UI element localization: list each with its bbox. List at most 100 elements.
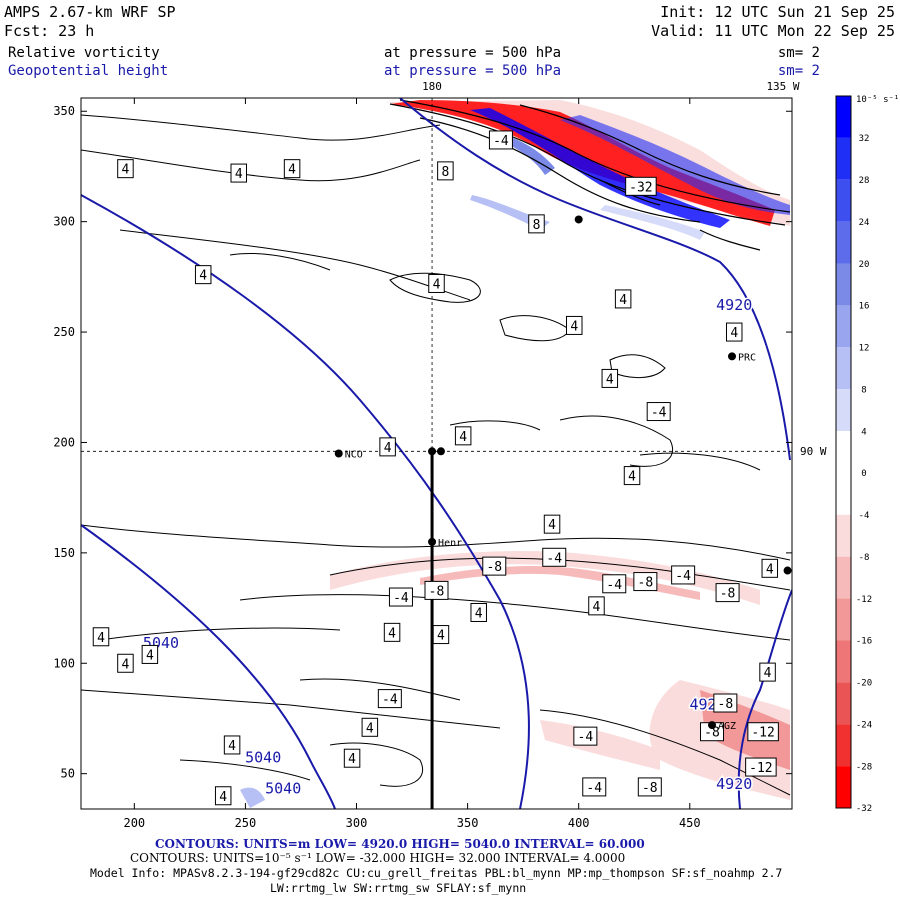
label-box: [671, 565, 696, 585]
colorbar-tick-label: 12: [859, 344, 870, 354]
vorticity-contour-label: -8: [482, 556, 507, 576]
vorticity-contour-label: 4: [92, 627, 110, 647]
x-tick-label: 450: [679, 816, 701, 830]
label-box: [488, 130, 513, 150]
label-text: -4: [675, 569, 691, 584]
label-box: [602, 574, 627, 594]
label-box: [432, 625, 450, 645]
label-box: [377, 689, 402, 709]
label-text: -4: [382, 693, 398, 708]
label-box: [437, 161, 454, 181]
label-text: 4: [288, 163, 296, 178]
y-tick-label: 300: [53, 215, 75, 229]
label-box: [713, 693, 738, 713]
label-box: [428, 273, 445, 293]
vorticity-contour-label: 4: [725, 322, 743, 342]
label-text: 4: [570, 319, 578, 334]
colorbar-swatch: [836, 96, 851, 138]
model-title: AMPS 2.67-km WRF SP: [4, 3, 176, 21]
colorbar-swatch: [836, 766, 851, 808]
colorbar-unit-label: 10⁻⁵ s⁻¹: [856, 95, 899, 105]
colorbar-swatch: [836, 514, 851, 557]
label-box: [715, 583, 740, 603]
label-text: 4: [219, 790, 227, 805]
station-label: PRC: [738, 352, 756, 363]
colorbar-swatch: [836, 724, 851, 767]
field2-level: at pressure = 500 hPa: [384, 63, 561, 79]
label-text: 4: [122, 163, 130, 178]
station-label: Henr: [438, 538, 462, 549]
colorbar-tick-label: 16: [859, 302, 870, 312]
vorticity-contour-label: 4: [601, 368, 619, 388]
height-contour-5040-main: [81, 194, 530, 809]
colorbar-tick-label: 28: [859, 176, 870, 186]
height-contour-label: 5040: [245, 749, 281, 767]
label-text: 4: [628, 470, 636, 485]
label-box: [92, 627, 110, 647]
vorticity-contour-label: -8: [715, 583, 740, 603]
label-text: 4: [606, 372, 614, 387]
field2-smooth: sm= 2: [778, 63, 820, 79]
station-dot: [436, 447, 445, 456]
forecast-hour: Fcst: 23 h: [4, 22, 94, 40]
vorticity-contour-label: 4: [454, 426, 472, 446]
colorbar-swatch: [836, 598, 851, 641]
vorticity-contour-label: -4: [602, 574, 627, 594]
label-box: [761, 558, 779, 578]
label-box: [625, 176, 657, 196]
vorticity-contour-label: 4: [194, 265, 212, 285]
colorbar-frame: [835, 95, 852, 809]
meridian-90w-label: 90 W: [800, 445, 827, 458]
footer-vorticity-contours: CONTOURS: UNITS=10⁻⁵ s⁻¹ LOW= -32.000 HI…: [130, 851, 625, 865]
label-text: 4: [348, 752, 356, 767]
label-text: 4: [619, 293, 627, 308]
vorticity-contour-label: -4: [646, 402, 671, 422]
label-text: 4: [235, 167, 243, 182]
vorticity-contour-label: 4: [470, 602, 487, 622]
vorticity-contour-label: -12: [745, 757, 777, 777]
station-dot: [428, 447, 437, 456]
label-box: [623, 466, 641, 486]
colorbar-tick-label: 0: [861, 469, 866, 479]
height-contour-5040-lower: [81, 524, 336, 809]
label-box: [214, 786, 232, 806]
colorbar-tick-label: -20: [856, 679, 872, 689]
colorbar-tick-label: -4: [859, 511, 870, 521]
label-box: [543, 514, 561, 534]
vorticity-contour-label: -4: [671, 565, 696, 585]
label-text: 4: [366, 721, 374, 736]
label-text: 4: [388, 626, 396, 641]
colorbar-swatch: [836, 305, 851, 348]
label-text: -8: [720, 587, 736, 602]
label-text: -4: [578, 730, 594, 745]
label-text: -32: [629, 180, 652, 195]
vorticity-contour-label: 4: [343, 748, 361, 768]
y-axis: 50 100 150 200 250 300 350: [53, 104, 792, 781]
vorticity-contour-label: 4: [761, 558, 779, 578]
label-box: [283, 159, 301, 179]
label-box: [745, 757, 777, 777]
x-tick-label: 400: [568, 816, 590, 830]
station-dot: [428, 537, 437, 546]
vorticity-contour-label: -8: [633, 572, 658, 592]
colorbar-swatch: [836, 137, 851, 180]
y-tick-label: 100: [53, 656, 75, 670]
label-box: [759, 662, 776, 682]
label-box: [388, 587, 413, 607]
colorbar-tick-label: 8: [861, 385, 866, 395]
field1-name: Relative vorticity: [8, 45, 160, 61]
label-box: [361, 717, 379, 737]
label-box: [542, 547, 567, 567]
vorticity-contour-label: 4: [283, 159, 301, 179]
vorticity-contour-label: -4: [388, 587, 413, 607]
label-text: 4: [548, 518, 556, 533]
colorbar-swatch: [836, 179, 851, 222]
label-box: [725, 322, 743, 342]
colorbar-tick-label: -8: [859, 553, 870, 563]
label-text: -4: [393, 591, 409, 606]
label-text: -12: [751, 726, 774, 741]
colorbar-tick-label: -28: [856, 762, 872, 772]
colorbar-tick-label: -16: [856, 637, 872, 647]
